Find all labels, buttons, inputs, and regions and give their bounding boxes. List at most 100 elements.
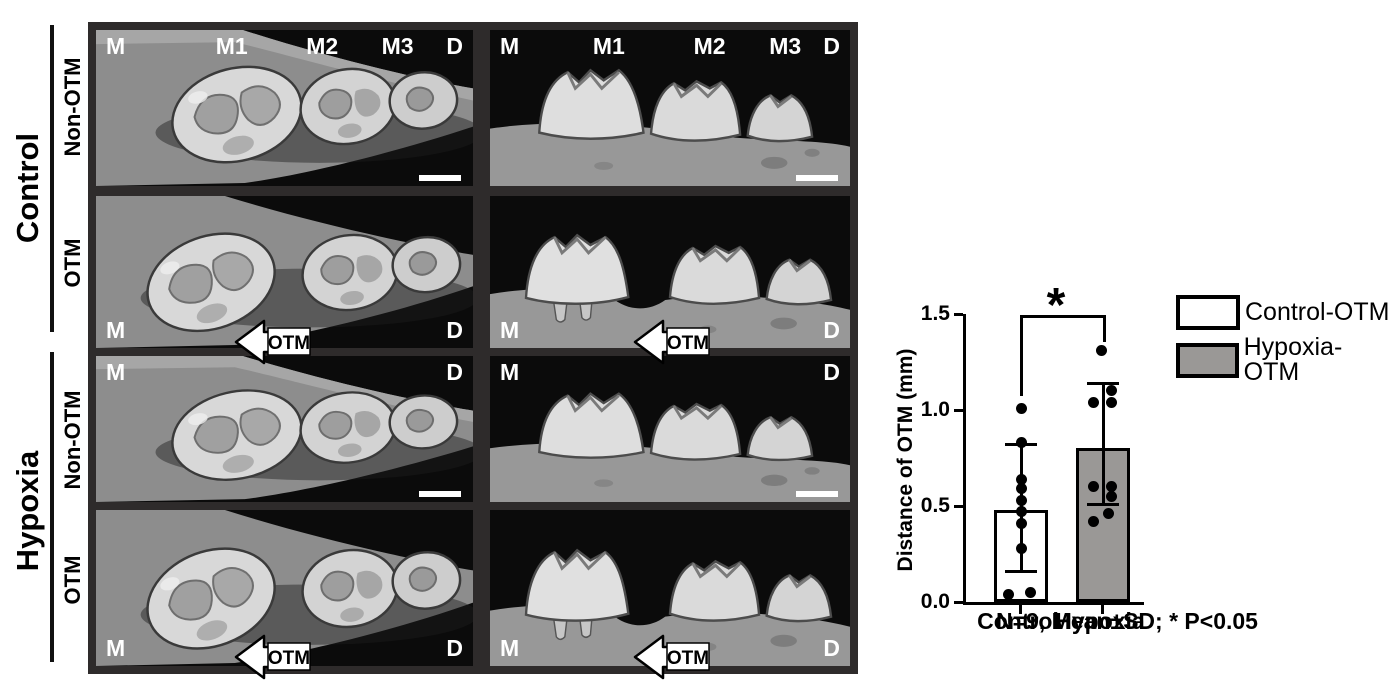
- data-point: [1102, 508, 1114, 520]
- data-point: [1015, 494, 1027, 506]
- microct-figure-block: M M1 M2 M3 D M M1 M2 M3 D M D M D M D M …: [88, 22, 858, 680]
- data-point: [1024, 586, 1036, 598]
- error-bar-cap-top: [1087, 382, 1119, 386]
- data-point: [1015, 517, 1027, 529]
- x-label-control: Control: [977, 608, 1059, 634]
- group-divider-line-hypoxia: [50, 352, 54, 662]
- data-point: [1095, 344, 1107, 356]
- error-bar-cap-bottom: [1005, 570, 1037, 574]
- y-tick: [954, 505, 963, 508]
- m2-label: M2: [693, 33, 726, 59]
- occlusal-render: [96, 30, 473, 186]
- panel-hypoxia-nonotm-occlusal: M D: [96, 356, 473, 502]
- otm-direction-arrow: OTM: [234, 634, 312, 680]
- otm-arrow-label: OTM: [268, 648, 310, 669]
- panel-control-otm-occlusal: M D: [96, 196, 473, 348]
- significance-bracket: [1020, 315, 1106, 318]
- panel-control-nonotm-occlusal: M M1 M2 M3 D: [96, 30, 473, 186]
- data-point: [1087, 396, 1099, 408]
- data-point: [1015, 506, 1027, 518]
- m3-label: M3: [381, 33, 414, 59]
- otm-arrow-label: OTM: [667, 333, 709, 354]
- mesial-label: M: [500, 33, 520, 59]
- y-tick: [954, 601, 963, 604]
- data-point: [1015, 473, 1027, 485]
- otm-distance-chart: Distance of OTM (mm) 1.5 1.0 0.5 0.0 * C…: [880, 279, 1394, 680]
- distal-label: D: [446, 359, 463, 385]
- otm-direction-arrow: OTM: [234, 319, 312, 365]
- distal-label: D: [823, 359, 840, 385]
- distal-label: D: [446, 635, 463, 661]
- m2-label: M2: [306, 33, 339, 59]
- data-point: [1015, 542, 1027, 554]
- panel-hypoxia-otm-lateral: M D: [490, 510, 850, 666]
- legend-swatch-hypoxia-otm: [1176, 342, 1239, 378]
- mesial-label: M: [106, 359, 126, 385]
- m1-label: M1: [592, 33, 625, 59]
- data-point: [1105, 396, 1117, 408]
- lateral-render: [490, 356, 850, 502]
- y-tick-label: 1.5: [920, 302, 950, 325]
- plot-area: *: [963, 279, 1144, 614]
- group-label-hypoxia: Hypoxia: [10, 450, 45, 572]
- m1-label: M1: [215, 33, 248, 59]
- chart-legend: Control-OTM Hypoxia-OTM: [1176, 295, 1394, 390]
- otm-direction-arrow: OTM: [633, 634, 711, 680]
- panel-hypoxia-otm-occlusal: M D: [96, 510, 473, 666]
- y-tick: [954, 313, 963, 316]
- distal-label: D: [823, 317, 840, 343]
- significance-asterisk: *: [1046, 279, 1066, 332]
- row-label-control-nonotm: Non-OTM: [60, 57, 85, 157]
- error-bar-line: [1101, 385, 1105, 506]
- row-label-control-otm: OTM: [60, 238, 85, 288]
- group-label-control: Control: [10, 132, 45, 244]
- legend-label: Control-OTM: [1245, 298, 1390, 326]
- panel-hypoxia-nonotm-lateral: M D: [490, 356, 850, 502]
- x-tick: [1101, 602, 1104, 614]
- mesial-label: M: [500, 359, 520, 385]
- y-tick-label: 1.0: [920, 398, 950, 421]
- group-divider-line-control: [50, 25, 54, 332]
- scale-bar: [796, 175, 838, 181]
- significance-bracket-left-arm: [1020, 315, 1023, 396]
- distal-label: D: [446, 317, 463, 343]
- stats-caption: N=9, Mean±SD; * P<0.05: [996, 608, 1258, 634]
- panel-control-nonotm-lateral: M M1 M2 M3 D: [490, 30, 850, 186]
- mesial-label: M: [500, 317, 520, 343]
- legend-item-control-otm: Control-OTM: [1176, 295, 1394, 330]
- legend-label: Hypoxia-OTM: [1243, 333, 1343, 386]
- y-axis-label: Distance of OTM (mm): [894, 348, 917, 572]
- distal-label: D: [823, 635, 840, 661]
- distal-label: D: [446, 33, 463, 59]
- mesial-label: M: [106, 33, 126, 59]
- m3-label: M3: [769, 33, 802, 59]
- data-point: [1015, 483, 1027, 495]
- scale-bar: [419, 491, 461, 497]
- y-tick: [954, 409, 963, 412]
- y-tick-label: 0.0: [920, 590, 950, 613]
- panel-control-otm-lateral: M D: [490, 196, 850, 348]
- x-tick: [1019, 602, 1022, 614]
- row-label-hypoxia-nonotm: Non-OTM: [60, 390, 85, 490]
- otm-direction-arrow: OTM: [633, 319, 711, 365]
- data-point: [1015, 402, 1027, 414]
- data-point: [1105, 490, 1117, 502]
- data-point: [1087, 515, 1099, 527]
- data-point: [1002, 588, 1014, 600]
- legend-swatch-control-otm: [1176, 295, 1240, 330]
- mesial-label: M: [500, 635, 520, 661]
- significance-bracket-right-arm: [1103, 315, 1106, 342]
- row-label-hypoxia-otm: OTM: [60, 555, 85, 605]
- mesial-label: M: [106, 635, 126, 661]
- distal-label: D: [823, 33, 840, 59]
- data-point: [1087, 481, 1099, 493]
- legend-item-hypoxia-otm: Hypoxia-OTM: [1176, 335, 1394, 385]
- occlusal-render: [96, 356, 473, 502]
- scale-bar: [796, 491, 838, 497]
- mesial-label: M: [106, 317, 126, 343]
- otm-arrow-label: OTM: [268, 333, 310, 354]
- data-point: [1105, 481, 1117, 493]
- y-tick-label: 0.5: [920, 494, 950, 517]
- x-label-hypoxia: Hypoxia: [1055, 608, 1145, 634]
